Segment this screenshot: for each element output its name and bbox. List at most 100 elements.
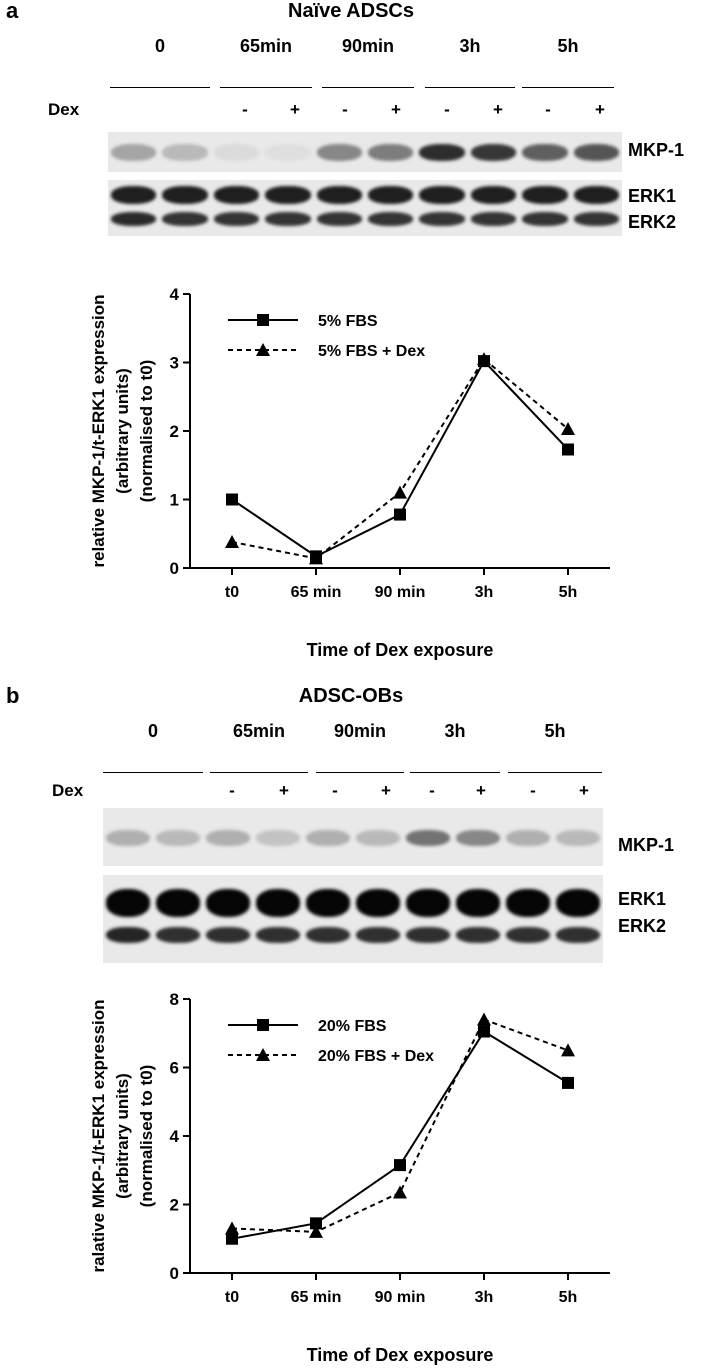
legend-marker [256,1048,270,1061]
blot-band [306,830,350,846]
blot-band [356,889,400,917]
blot-band [356,830,400,846]
blot-band [573,186,619,204]
series-line-1 [231,357,569,560]
y-tick-label: 4 [170,1127,180,1146]
blot-band [162,212,208,226]
blot-band [265,186,311,204]
dex-sign: + [595,100,605,119]
lane-label-3h: 3h [410,721,500,773]
y-tick-label: 4 [170,285,180,304]
series-line-0 [231,359,569,558]
blot-band [506,830,550,846]
blot-band [316,212,362,226]
blot-band [106,927,150,943]
dex-sign: - [332,781,338,800]
blot-band [506,927,550,943]
data-point-0 [562,1076,574,1089]
dex-sign: - [545,100,551,119]
blot-band [256,889,300,917]
dex-sign: - [342,100,348,119]
blot-band [213,212,260,226]
blot-band [470,144,517,161]
data-point-1 [393,1185,407,1199]
data-point-1 [561,421,575,435]
blot-band [156,889,200,917]
x-axis-label: Time of Dex exposure [307,640,494,660]
lane-label-0: 0 [103,721,203,773]
y-tick-label: 6 [170,1059,179,1078]
erk1-label: ERK1 [628,186,677,206]
blot-band [368,186,414,204]
blot-band [368,144,414,161]
legend-label: 20% FBS [318,1018,387,1035]
blot-band [265,212,311,226]
data-point-1 [225,534,239,548]
lane-label-90min: 90min [322,36,414,88]
dex-sign: + [381,781,391,800]
blot-band [206,889,250,917]
y-axis-label: (arbitrary units) [113,368,132,494]
dex-sign: + [290,100,300,119]
x-axis-label: Time of Dex exposure [307,1345,494,1365]
erk1-label: ERK1 [618,889,667,909]
blot-band [406,830,450,846]
lane-label-90min: 90min [316,721,404,773]
y-tick-label: 0 [170,1264,179,1283]
blot-band [306,927,350,943]
blot-band [419,144,465,161]
legend-marker [257,314,269,326]
dex-label: Dex [52,781,84,800]
data-point-0 [226,493,238,506]
y-axis-label: (normalised to t0) [137,1065,156,1208]
lane-label-5h: 5h [522,36,614,88]
blot-band [213,144,260,161]
blot-band [316,144,362,161]
blot-band [456,927,500,943]
panel-a: a Naïve ADSCs 0 65min 90min 3h 5h Dex - … [0,0,702,685]
blot-band [522,186,568,204]
panel-title: ADSC-OBs [298,685,404,707]
blot-band [470,212,517,226]
lane-label-3h: 3h [425,36,515,88]
y-axis-label: (normalised to t0) [137,360,156,503]
lane-label-65min: 65min [220,36,312,88]
x-tick-label: t0 [225,584,239,601]
data-point-0 [562,443,574,456]
blot-band [368,212,414,226]
blot-band [456,830,500,846]
blot-band [522,144,568,161]
data-point-0 [310,1217,322,1230]
lane-label-5h: 5h [508,721,602,773]
lane-label-65min: 65min [210,721,308,773]
data-point-0 [478,1025,490,1038]
y-axis-label: ralative MKP-1/t-ERK1 expression [89,999,108,1272]
legend-label: 5% FBS [318,313,378,330]
y-tick-label: 2 [170,422,179,441]
blot-band [406,889,450,917]
dex-sign: - [229,781,235,800]
x-tick-label: 65 min [291,584,342,601]
dex-sign: + [279,781,289,800]
x-tick-label: t0 [225,1289,239,1306]
panel-title: Naïve ADSCs [288,0,414,22]
blot-band [265,144,311,161]
blot-band [106,830,150,846]
blot-band [456,889,500,917]
erk-blot [108,180,622,236]
blot-band [111,144,157,161]
dex-sign: - [242,100,248,119]
blot-band [206,927,250,943]
blot-band [419,212,465,226]
dex-sign: + [476,781,486,800]
blot-band [206,830,250,846]
dex-label: Dex [48,100,80,119]
data-point-1 [309,551,323,565]
x-tick-label: 5h [559,584,578,601]
blot-band [556,889,600,917]
blot-band [256,927,300,943]
chart-a: 0 1 2 3 4 t0 65 min 90 min 3h 5h Time of Dex expos… [89,285,610,660]
data-point-0 [394,508,406,521]
x-tick-label: 3h [475,584,494,601]
blot-band [573,144,619,161]
